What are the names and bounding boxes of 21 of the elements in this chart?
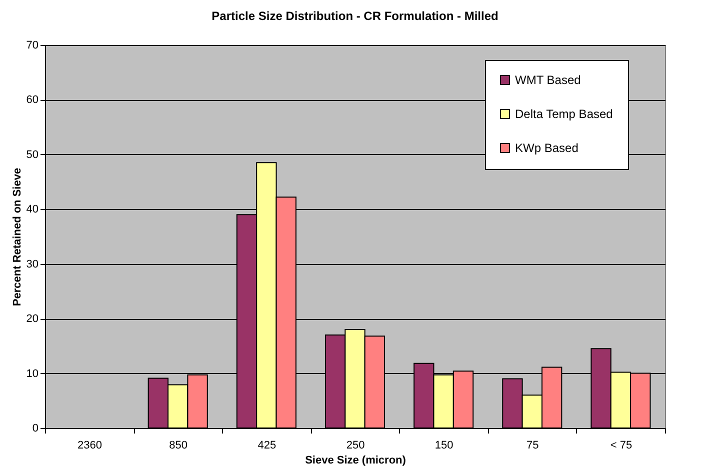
x-tick-label: 250 [346, 440, 365, 452]
y-tick-label: 30 [26, 258, 38, 270]
x-axis-title: Sieve Size (micron) [305, 454, 406, 466]
x-tick-label: < 75 [610, 440, 632, 452]
x-tick-label: 425 [258, 440, 276, 452]
legend-label: KWp Based [515, 141, 578, 155]
y-tick-label: 20 [26, 313, 38, 326]
chart-title: Particle Size Distribution - CR Formulation - Milled [212, 9, 498, 23]
legend-label: Delta Temp Based [515, 107, 613, 121]
x-tick-label: 150 [434, 440, 454, 452]
y-axis-title: Percent Retained on Sieve [11, 168, 24, 306]
legend-label: WMT Based [515, 73, 581, 87]
y-tick-label: 50 [26, 148, 38, 161]
x-tick-label: 75 [526, 440, 539, 452]
y-tick-label: 40 [26, 204, 38, 216]
y-tick-label: 60 [26, 94, 38, 106]
y-tick-label: 0 [32, 422, 38, 434]
x-tick-label: 850 [169, 440, 188, 452]
x-tick-label: 2360 [78, 440, 102, 452]
y-tick-label: 70 [26, 40, 38, 52]
y-tick-label: 10 [26, 368, 38, 380]
